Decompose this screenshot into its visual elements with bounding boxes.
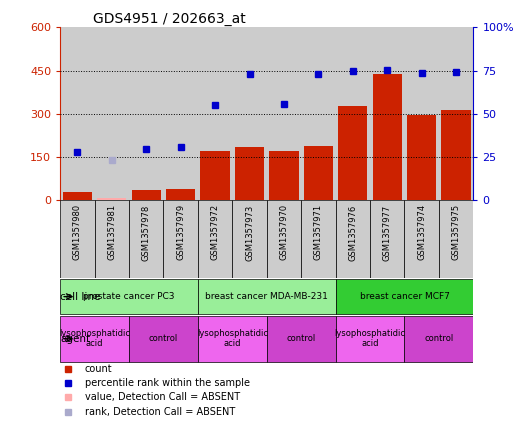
Text: GSM1357975: GSM1357975 <box>451 204 461 261</box>
Bar <box>60 201 95 278</box>
Bar <box>232 27 267 201</box>
Bar <box>132 190 161 201</box>
Bar <box>129 27 163 201</box>
Text: GSM1357973: GSM1357973 <box>245 204 254 261</box>
Bar <box>60 27 95 201</box>
Text: breast cancer MDA-MB-231: breast cancer MDA-MB-231 <box>206 292 328 301</box>
Bar <box>372 74 402 201</box>
Bar <box>163 201 198 278</box>
Bar <box>198 279 336 314</box>
Bar <box>336 279 473 314</box>
Text: GSM1357971: GSM1357971 <box>314 204 323 261</box>
Bar <box>336 316 404 362</box>
Bar <box>95 27 129 201</box>
Bar <box>60 316 129 362</box>
Text: GSM1357976: GSM1357976 <box>348 204 357 261</box>
Bar <box>370 27 404 201</box>
Bar <box>336 201 370 278</box>
Bar <box>441 110 471 201</box>
Bar <box>95 201 129 278</box>
Bar <box>404 316 473 362</box>
Text: breast cancer MCF7: breast cancer MCF7 <box>359 292 449 301</box>
Bar <box>60 279 198 314</box>
Text: lysophosphatidic
acid: lysophosphatidic acid <box>197 329 268 349</box>
Bar <box>304 146 333 201</box>
Text: GSM1357970: GSM1357970 <box>279 204 289 261</box>
Bar <box>198 27 232 201</box>
Text: value, Detection Call = ABSENT: value, Detection Call = ABSENT <box>85 393 240 402</box>
Bar <box>232 201 267 278</box>
Bar <box>269 151 299 201</box>
Text: GSM1357980: GSM1357980 <box>73 204 82 261</box>
Bar <box>301 27 336 201</box>
Bar <box>166 189 195 201</box>
Text: control: control <box>424 334 453 343</box>
Text: control: control <box>287 334 316 343</box>
Text: GSM1357981: GSM1357981 <box>107 204 116 261</box>
Bar <box>163 27 198 201</box>
Bar <box>129 316 198 362</box>
Text: GSM1357977: GSM1357977 <box>383 204 392 261</box>
Text: agent: agent <box>61 334 90 344</box>
Bar <box>407 115 436 201</box>
Text: GSM1357972: GSM1357972 <box>211 204 220 261</box>
Bar <box>439 201 473 278</box>
Bar <box>336 27 370 201</box>
Bar <box>301 201 336 278</box>
Text: lysophosphatidic
acid: lysophosphatidic acid <box>59 329 130 349</box>
Bar <box>338 106 368 201</box>
Text: percentile rank within the sample: percentile rank within the sample <box>85 378 250 388</box>
Text: lysophosphatidic
acid: lysophosphatidic acid <box>335 329 405 349</box>
Bar <box>198 201 232 278</box>
Text: GDS4951 / 202663_at: GDS4951 / 202663_at <box>93 12 246 27</box>
Bar <box>63 192 92 201</box>
Bar <box>267 316 336 362</box>
Bar <box>198 316 267 362</box>
Text: cell line: cell line <box>61 291 101 302</box>
Bar <box>97 198 127 201</box>
Bar <box>267 27 301 201</box>
Text: control: control <box>149 334 178 343</box>
Bar <box>200 151 230 201</box>
Text: rank, Detection Call = ABSENT: rank, Detection Call = ABSENT <box>85 407 235 417</box>
Text: count: count <box>85 364 112 374</box>
Text: prostate cancer PC3: prostate cancer PC3 <box>83 292 175 301</box>
Bar <box>235 147 264 201</box>
Text: GSM1357978: GSM1357978 <box>142 204 151 261</box>
Bar <box>267 201 301 278</box>
Bar <box>370 201 404 278</box>
Bar <box>439 27 473 201</box>
Text: GSM1357979: GSM1357979 <box>176 204 185 261</box>
Bar <box>404 201 439 278</box>
Bar <box>129 201 163 278</box>
Bar <box>404 27 439 201</box>
Text: GSM1357974: GSM1357974 <box>417 204 426 261</box>
